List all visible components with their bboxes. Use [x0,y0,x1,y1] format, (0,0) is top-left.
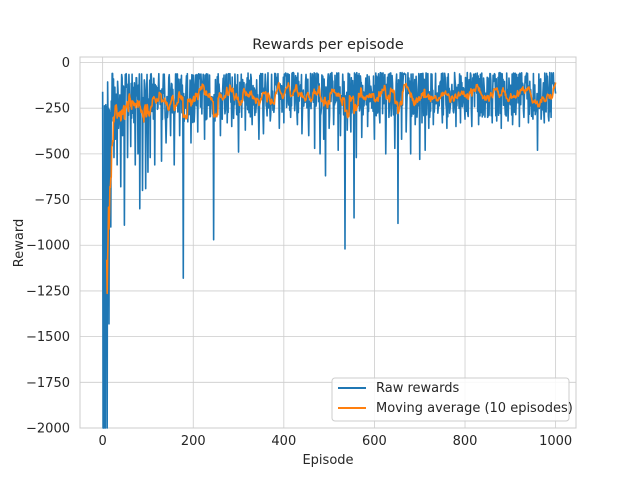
x-tick-label: 1000 [539,434,572,449]
plot-frame [79,56,577,429]
x-tick-labels: 0 200 400 600 800 1000 [99,434,573,449]
y-tick-label: −250 [34,102,70,117]
legend-label-moving-average: Moving average (10 episodes) [376,401,573,416]
y-tick-label: −1250 [26,284,70,299]
x-tick-label: 400 [271,434,296,449]
x-axis-label: Episode [302,453,353,468]
y-tick-label: −1500 [26,330,70,345]
y-tick-label: −1750 [26,376,70,391]
x-tick-label: 0 [99,434,107,449]
x-tick-label: 600 [362,434,387,449]
plot-border [79,56,577,429]
legend: Raw rewards Moving average (10 episodes) [331,377,573,422]
x-tick-label: 200 [181,434,206,449]
legend-box [331,377,570,422]
y-axis-label: Reward [12,219,27,267]
y-tick-labels: 0 −250 −500 −750 −1000 −1250 −1500 −1750 −2000 [26,56,70,437]
raw-rewards-line [101,71,557,429]
series-layer [101,71,557,429]
y-tick-label: −2000 [26,422,70,437]
chart-title: Rewards per episode [252,37,404,53]
x-tick-label: 800 [453,434,478,449]
legend-label-raw: Raw rewards [376,381,460,396]
y-tick-label: −750 [34,193,70,208]
y-tick-label: −500 [34,147,70,162]
y-tick-label: 0 [62,56,70,71]
y-tick-label: −1000 [26,239,70,254]
moving-average-line [105,81,557,295]
